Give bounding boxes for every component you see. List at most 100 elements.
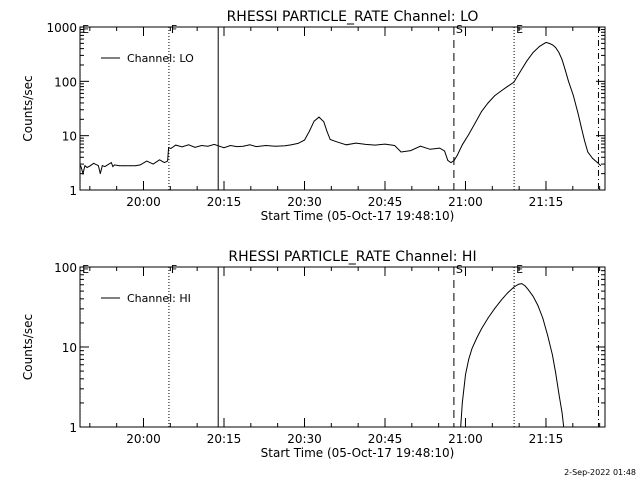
data-point (524, 285, 526, 287)
data-point (170, 148, 172, 149)
data-point (420, 145, 421, 147)
x-tick-label: 20:15 (207, 195, 242, 209)
data-point (336, 141, 338, 143)
data-point (112, 166, 114, 168)
event-marker-label: S (456, 23, 463, 36)
data-point (242, 145, 244, 147)
data-point (468, 359, 470, 360)
x-tick-label: 21:00 (448, 195, 483, 209)
data-point (468, 134, 470, 135)
data-point (461, 144, 463, 146)
data-point (457, 154, 458, 156)
data-point (318, 116, 320, 118)
data-point (313, 120, 315, 122)
data-point (561, 59, 563, 61)
data-point (164, 162, 165, 164)
data-point (130, 165, 132, 167)
data-point (465, 374, 466, 376)
data-point (584, 140, 585, 142)
data-point (561, 412, 563, 414)
data-point (135, 165, 136, 167)
data-point (400, 151, 402, 153)
data-point (558, 52, 560, 53)
data-point (345, 144, 347, 146)
data-point (513, 286, 515, 288)
event-marker-label: F (171, 23, 177, 36)
data-point (545, 42, 547, 43)
x-tick-label: 20:00 (126, 432, 161, 446)
data-point (213, 144, 215, 145)
data-point (384, 143, 386, 145)
data-point (577, 113, 579, 115)
y-tick-label: 100 (54, 261, 77, 275)
data-point (597, 162, 598, 164)
data-point (207, 145, 209, 147)
data-point (564, 69, 566, 71)
data-point (284, 145, 286, 147)
data-point (201, 145, 202, 146)
data-point (323, 121, 325, 123)
data-point (532, 52, 534, 53)
data-point (500, 300, 502, 301)
data-point (167, 160, 169, 162)
data-point (521, 283, 523, 284)
data-point (110, 162, 112, 164)
x-tick-label: 20:45 (368, 432, 403, 446)
data-point (365, 144, 367, 145)
x-tick-label: 21:15 (529, 195, 564, 209)
data-point (98, 165, 99, 167)
data-point (592, 158, 594, 159)
data-point (527, 289, 529, 291)
data-point (572, 95, 574, 96)
data-point (461, 402, 463, 404)
data-point (159, 159, 161, 161)
chart-title: RHESSI PARTICLE_RATE Channel: HI (228, 249, 476, 265)
data-point (552, 354, 553, 356)
data-point (394, 145, 395, 146)
data-point (84, 165, 86, 167)
data-point (558, 393, 560, 395)
data-point (453, 160, 455, 161)
data-point (555, 47, 556, 48)
data-point (104, 166, 106, 168)
data-point (476, 337, 478, 339)
legend-label: Channel: LO (127, 52, 194, 65)
data-point (304, 139, 305, 141)
data-point (329, 139, 331, 140)
x-tick-label: 20:45 (368, 195, 403, 209)
data-point (494, 308, 495, 310)
data-point (410, 150, 412, 152)
data-point (291, 144, 292, 146)
data-point (123, 165, 125, 167)
data-point (188, 144, 190, 146)
data-point (80, 165, 82, 167)
data-point (152, 163, 154, 165)
data-point (255, 146, 257, 148)
data-point (429, 148, 431, 150)
event-marker-label: E (82, 23, 89, 36)
data-point (600, 165, 602, 167)
plot-frame (79, 266, 606, 428)
event-marker-label: S (456, 263, 463, 276)
data-point (139, 164, 141, 166)
data-point (487, 317, 489, 319)
legend-label: Channel: HI (127, 292, 191, 305)
x-tick-label: 20:30 (287, 432, 322, 446)
x-tick-label: 21:00 (448, 432, 483, 446)
data-point (506, 86, 508, 87)
data-point (518, 283, 519, 285)
data-point (249, 144, 251, 146)
data-point (101, 165, 103, 167)
event-marker-label: E (82, 263, 89, 276)
chart-panel-2: RHESSI PARTICLE_RATE Channel: HI 20:00 20:… (21, 249, 606, 460)
event-marker-label: F (171, 263, 177, 276)
data-point (494, 95, 495, 97)
y-tick-label: 1 (69, 184, 77, 198)
data-point (374, 144, 376, 146)
data-point (481, 111, 482, 112)
data-point (114, 164, 115, 166)
data-point (223, 147, 225, 149)
chart-title: RHESSI PARTICLE_RATE Channel: LO (227, 9, 479, 25)
